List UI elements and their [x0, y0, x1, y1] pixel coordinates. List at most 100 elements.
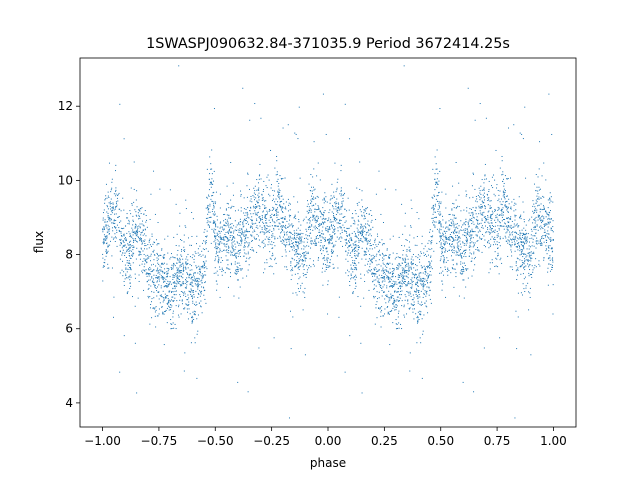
data-point: [126, 250, 128, 252]
data-point: [135, 233, 137, 235]
data-point: [507, 206, 509, 208]
data-point: [333, 219, 335, 221]
data-point: [432, 206, 434, 208]
data-point: [298, 261, 300, 263]
data-point: [273, 242, 275, 244]
data-point: [490, 229, 492, 231]
data-point: [481, 251, 483, 253]
data-point: [379, 254, 381, 256]
data-point: [531, 273, 533, 275]
data-point: [261, 215, 263, 217]
data-point: [501, 209, 503, 211]
data-point: [516, 279, 518, 281]
data-point: [328, 238, 330, 240]
data-point: [543, 226, 545, 228]
data-point: [325, 247, 327, 249]
data-point: [200, 300, 202, 302]
data-point: [350, 239, 352, 241]
data-point: [460, 263, 462, 265]
data-point: [532, 241, 534, 243]
data-point: [335, 217, 337, 219]
data-point: [142, 269, 144, 271]
data-point: [226, 240, 228, 242]
data-point: [491, 228, 493, 230]
data-point: [478, 213, 480, 215]
data-point: [331, 251, 333, 253]
data-point: [305, 276, 307, 278]
data-point: [228, 217, 230, 219]
data-point: [411, 287, 413, 289]
data-point: [396, 264, 398, 266]
data-point: [504, 198, 506, 200]
data-point: [367, 250, 369, 252]
data-point: [174, 257, 176, 259]
data-point: [306, 245, 308, 247]
data-point: [442, 239, 444, 241]
data-point: [540, 197, 542, 199]
data-point: [102, 229, 104, 231]
data-point: [307, 251, 309, 253]
data-point: [411, 281, 413, 283]
data-point: [427, 254, 429, 256]
data-point: [264, 262, 266, 264]
data-point: [465, 237, 467, 238]
data-point: [367, 220, 369, 222]
data-point: [384, 276, 386, 278]
data-point: [415, 288, 417, 290]
data-point: [520, 273, 522, 275]
data-point: [265, 229, 267, 231]
data-point: [295, 244, 297, 246]
data-point: [503, 225, 505, 227]
data-point: [458, 230, 460, 232]
data-point: [389, 299, 391, 301]
data-point: [335, 191, 337, 193]
data-point: [228, 246, 230, 248]
data-point: [424, 284, 426, 286]
data-point: [264, 238, 266, 240]
data-point: [260, 231, 262, 233]
data-point: [258, 196, 260, 198]
data-point: [121, 228, 123, 230]
data-point: [476, 240, 478, 242]
data-point: [388, 257, 390, 259]
data-point: [462, 266, 464, 268]
data-point: [489, 217, 491, 219]
data-point: [246, 231, 248, 233]
data-point: [519, 236, 521, 238]
data-point: [476, 235, 478, 237]
data-point: [117, 194, 119, 196]
data-point: [238, 297, 240, 299]
data-point: [419, 261, 421, 263]
data-point: [308, 264, 310, 266]
data-point: [182, 277, 184, 279]
data-point: [143, 248, 145, 250]
data-point: [330, 198, 332, 200]
data-point: [258, 221, 260, 223]
data-point: [155, 287, 157, 289]
data-point: [500, 209, 502, 211]
data-point: [149, 273, 151, 275]
data-point: [445, 249, 447, 251]
data-point: [435, 168, 437, 170]
data-point: [369, 266, 371, 268]
data-point: [480, 212, 482, 214]
data-point: [525, 287, 527, 289]
data-point: [284, 233, 286, 235]
data-point: [190, 293, 192, 295]
data-point: [417, 298, 419, 300]
data-point: [316, 243, 318, 245]
data-point: [408, 308, 410, 310]
data-point: [143, 241, 145, 242]
data-point: [436, 195, 438, 197]
data-point: [355, 264, 357, 266]
data-point: [549, 259, 551, 261]
data-point: [227, 221, 229, 223]
data-point: [129, 246, 131, 248]
data-point: [361, 199, 363, 201]
data-point: [245, 234, 247, 236]
data-point: [274, 259, 276, 261]
data-point: [116, 224, 118, 226]
data-point: [266, 231, 268, 233]
data-point: [307, 219, 309, 221]
data-point: [315, 242, 317, 244]
